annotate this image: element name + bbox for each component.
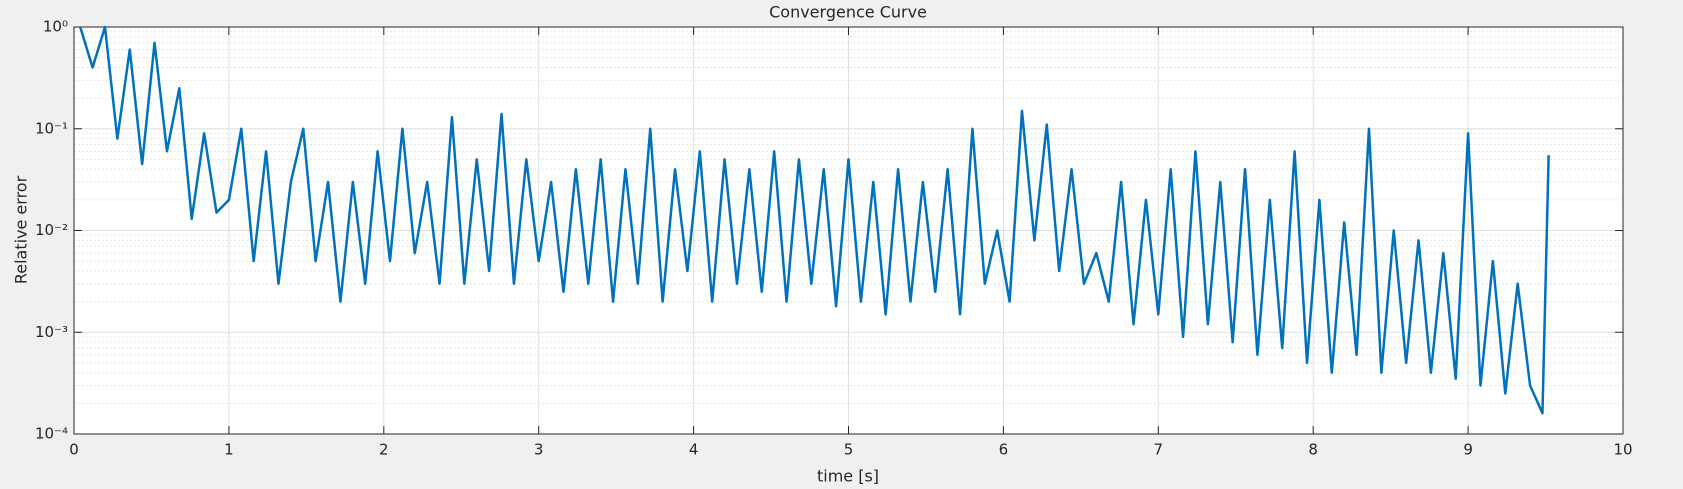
y-tick-label: 10⁻² — [35, 221, 68, 239]
x-tick-label: 2 — [379, 441, 389, 459]
x-tick-label: 7 — [1154, 441, 1164, 459]
y-tick-label: 10⁻⁴ — [35, 425, 68, 443]
y-axis-label: Relative error — [12, 175, 31, 284]
x-tick-label: 5 — [844, 441, 854, 459]
x-tick-label: 6 — [999, 441, 1009, 459]
y-tick-label: 10⁻³ — [35, 323, 68, 341]
x-tick-label: 4 — [689, 441, 699, 459]
line — [79, 25, 1550, 415]
x-tick-label: 3 — [534, 441, 544, 459]
chart-title: Convergence Curve — [769, 3, 927, 22]
x-tick-label: 8 — [1308, 441, 1318, 459]
y-tick-label: 10⁰ — [43, 18, 68, 36]
x-axis-label: time [s] — [817, 467, 879, 486]
x-tick-label: 1 — [224, 441, 234, 459]
y-tick-label: 10⁻¹ — [35, 119, 68, 137]
x-tick-label: 10 — [1613, 441, 1632, 459]
x-tick-label: 9 — [1463, 441, 1473, 459]
axes-box — [73, 26, 1624, 435]
x-tick-label: 0 — [69, 441, 79, 459]
